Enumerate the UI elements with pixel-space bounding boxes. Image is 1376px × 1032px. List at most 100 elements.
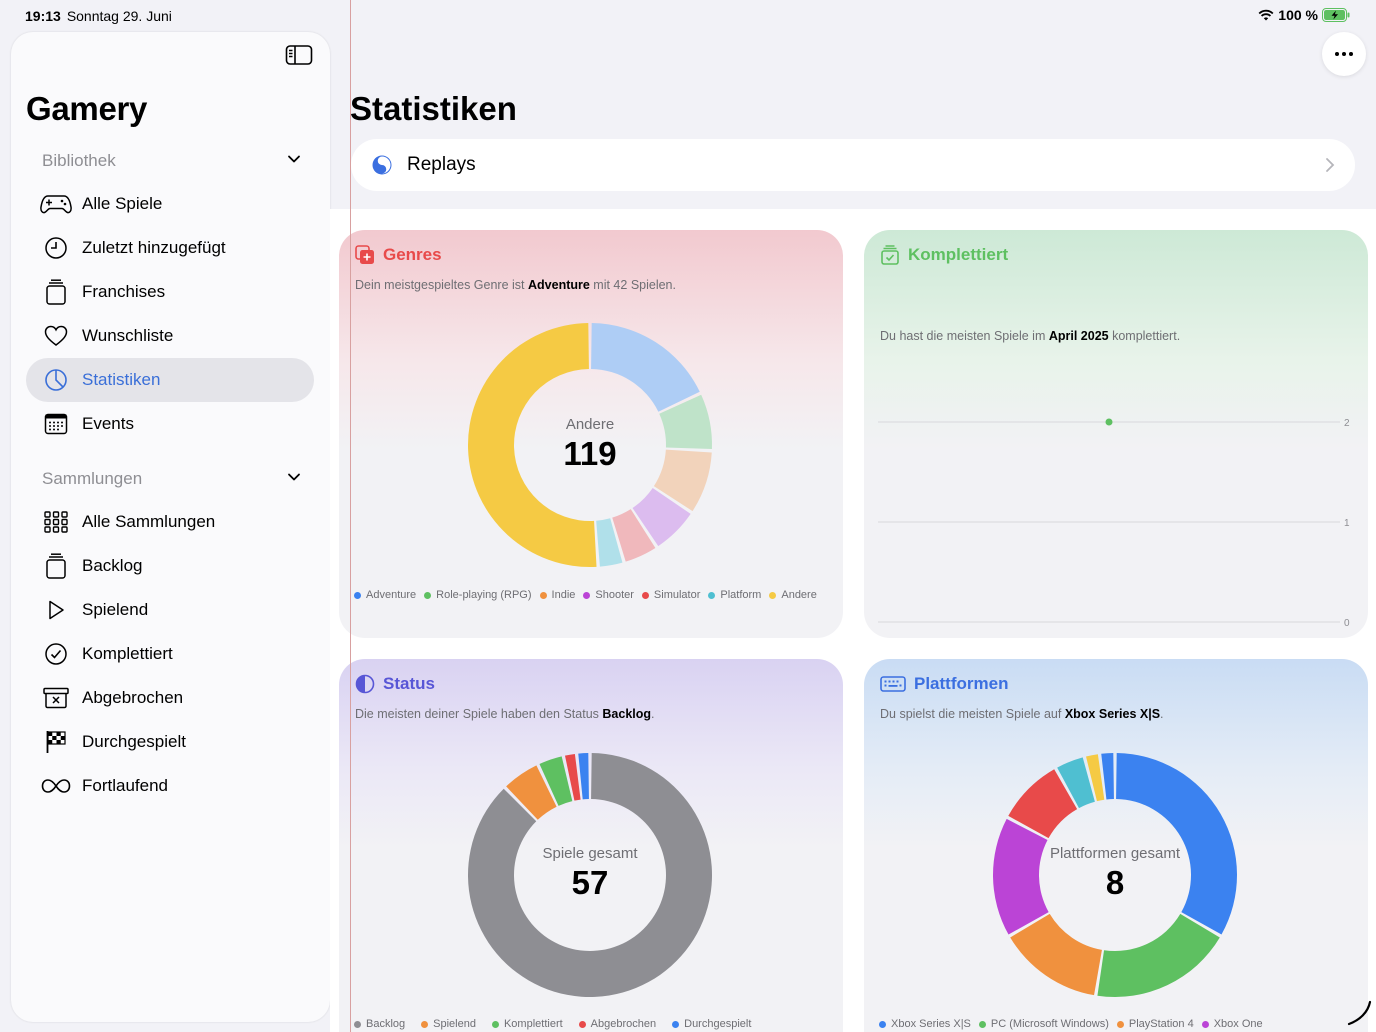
legend-dot bbox=[354, 1020, 361, 1028]
legend-item: PlayStation 4 bbox=[1116, 1018, 1194, 1030]
legend-item: PC (Microsoft Windows) bbox=[978, 1018, 1109, 1030]
completed-subtitle-bold: April 2025 bbox=[1048, 329, 1109, 343]
sidebar-item-label: Durchgespielt bbox=[82, 732, 186, 751]
legend-item: Xbox Series X|S bbox=[879, 1018, 971, 1030]
platforms-center-value: 8 bbox=[1105, 864, 1125, 901]
legend-label: Indie bbox=[551, 589, 576, 601]
legend-item: Indie bbox=[539, 589, 576, 601]
sidebar-item-label: Franchises bbox=[82, 282, 166, 301]
platforms-subtitle: Du spielst die meisten Spiele auf Xbox S… bbox=[880, 707, 1164, 721]
legend-dot bbox=[641, 591, 649, 599]
sidebar-item-franchises[interactable]: Franchises bbox=[26, 270, 314, 314]
donut-slice bbox=[596, 518, 623, 567]
sidebar-item-zuletzt-hinzugefuegt[interactable]: Zuletzt hinzugefügt bbox=[26, 226, 314, 270]
sidebar-item-alle-sammlungen[interactable]: Alle Sammlungen bbox=[26, 500, 314, 544]
sidebar-item-durchgespielt[interactable]: Durchgespielt bbox=[26, 720, 314, 764]
chevron-down-icon bbox=[288, 473, 300, 481]
completed-card[interactable]: Komplettiert Du hast die meisten Spiele … bbox=[864, 230, 1368, 638]
heart-icon bbox=[40, 324, 72, 348]
donut-slice bbox=[1010, 913, 1102, 996]
sidebar-item-events[interactable]: Events bbox=[26, 402, 314, 446]
legend-dot bbox=[978, 1020, 986, 1028]
legend-label: Xbox One bbox=[1213, 1018, 1263, 1030]
replays-label: Replays bbox=[407, 154, 476, 175]
legend-dot bbox=[672, 1020, 680, 1028]
status-subtitle-pre: Die meisten deiner Spiele haben den Stat… bbox=[355, 707, 603, 721]
completed-chart: 2 1 0 bbox=[878, 418, 1350, 629]
genres-title: Genres bbox=[383, 245, 442, 264]
genres-card[interactable]: Genres Dein meistgespieltes Genre ist Ad… bbox=[339, 230, 843, 638]
sidebar-toggle-button[interactable] bbox=[285, 44, 313, 66]
genres-subtitle-bold: Adventure bbox=[528, 278, 590, 292]
genres-subtitle: Dein meistgespieltes Genre ist Adventure… bbox=[355, 278, 676, 292]
legend-item: Andere bbox=[769, 589, 817, 601]
status-subtitle-post: . bbox=[651, 707, 655, 721]
legend-dot bbox=[424, 591, 432, 599]
sidebar-item-label: Wunschliste bbox=[82, 326, 174, 345]
resize-handle-icon[interactable] bbox=[1346, 1000, 1372, 1026]
sidebar-item-backlog[interactable]: Backlog bbox=[26, 544, 314, 588]
sidebar: Gamery Bibliothek Alle Spiele Zuletzt hi… bbox=[11, 32, 330, 1022]
status-right: 100 % bbox=[1258, 7, 1350, 23]
section-library[interactable]: Bibliothek bbox=[42, 151, 302, 171]
genres-subtitle-post: mit 42 Spielen. bbox=[589, 278, 676, 292]
legend-label: Simulator bbox=[653, 589, 701, 601]
legend-label: Shooter bbox=[595, 589, 634, 601]
legend-label: Backlog bbox=[366, 1018, 406, 1030]
genres-subtitle-pre: Dein meistgespieltes Genre ist bbox=[355, 278, 528, 292]
status-subtitle-bold: Backlog bbox=[602, 707, 652, 721]
platforms-subtitle-bold: Xbox Series X|S bbox=[1064, 707, 1161, 721]
sidebar-item-abgebrochen[interactable]: Abgebrochen bbox=[26, 676, 314, 720]
legend-item: Shooter bbox=[583, 589, 634, 601]
section-collections-label: Sammlungen bbox=[42, 469, 143, 488]
sidebar-item-spielend[interactable]: Spielend bbox=[26, 588, 314, 632]
checkmark-circle-icon bbox=[40, 642, 72, 666]
legend-dot bbox=[769, 591, 777, 599]
donut-slice bbox=[1097, 913, 1220, 997]
sidebar-item-label: Zuletzt hinzugefügt bbox=[82, 238, 226, 257]
legend-item: Durchgespielt bbox=[672, 1018, 751, 1030]
donut-slice bbox=[506, 765, 557, 820]
half-circle-icon bbox=[355, 674, 375, 694]
platforms-center-label: Plattformen gesamt 8 bbox=[1015, 845, 1215, 902]
legend-label: Platform bbox=[720, 589, 762, 601]
donut-slice bbox=[467, 323, 597, 567]
app-title: Gamery bbox=[26, 90, 148, 127]
donut-slice bbox=[1101, 753, 1114, 800]
donut-slice bbox=[1116, 753, 1237, 935]
chart-pie-icon bbox=[40, 368, 72, 392]
platforms-card[interactable]: Plattformen Du spielst die meisten Spiel… bbox=[864, 659, 1368, 1032]
completed-subtitle-pre: Du hast die meisten Spiele im bbox=[880, 329, 1049, 343]
data-point bbox=[1105, 418, 1113, 426]
section-collections[interactable]: Sammlungen bbox=[42, 469, 302, 489]
legend-dot bbox=[1201, 1020, 1209, 1028]
legend-dot bbox=[539, 591, 547, 599]
sidebar-item-label: Backlog bbox=[82, 556, 143, 575]
sidebar-item-label: Fortlaufend bbox=[82, 776, 168, 795]
more-options-button[interactable] bbox=[1322, 32, 1366, 76]
ellipsis-dot bbox=[1342, 52, 1346, 56]
sidebar-item-wunschliste[interactable]: Wunschliste bbox=[26, 314, 314, 358]
sidebar-item-alle-spiele[interactable]: Alle Spiele bbox=[26, 182, 314, 226]
legend-label: Role-playing (RPG) bbox=[436, 589, 532, 601]
calendar-icon bbox=[40, 412, 72, 436]
donut-slice bbox=[659, 394, 712, 450]
platforms-card-header: Plattformen bbox=[880, 674, 1008, 694]
replays-row[interactable]: Replays bbox=[351, 139, 1355, 191]
status-card[interactable]: Status Die meisten deiner Spiele haben d… bbox=[339, 659, 843, 1032]
donut-slice bbox=[632, 487, 691, 547]
flag-checkered-icon bbox=[40, 730, 72, 754]
sidebar-item-komplettiert[interactable]: Komplettiert bbox=[26, 632, 314, 676]
legend-item: Role-playing (RPG) bbox=[424, 589, 532, 601]
sidebar-item-fortlaufend[interactable]: Fortlaufend bbox=[26, 764, 314, 808]
clock-icon bbox=[40, 236, 72, 260]
status-center-value: 57 bbox=[571, 864, 609, 901]
status-bar: 19:13 Sonntag 29. Juni 100 % bbox=[0, 0, 1376, 32]
donut-slice bbox=[612, 509, 656, 562]
legend-label: Xbox Series X|S bbox=[891, 1018, 971, 1030]
legend-dot bbox=[708, 591, 716, 599]
completed-card-header: Komplettiert bbox=[880, 245, 1008, 265]
wifi-icon bbox=[1258, 9, 1274, 21]
sidebar-item-statistiken[interactable]: Statistiken bbox=[26, 358, 314, 402]
sidebar-item-label: Events bbox=[82, 414, 134, 433]
